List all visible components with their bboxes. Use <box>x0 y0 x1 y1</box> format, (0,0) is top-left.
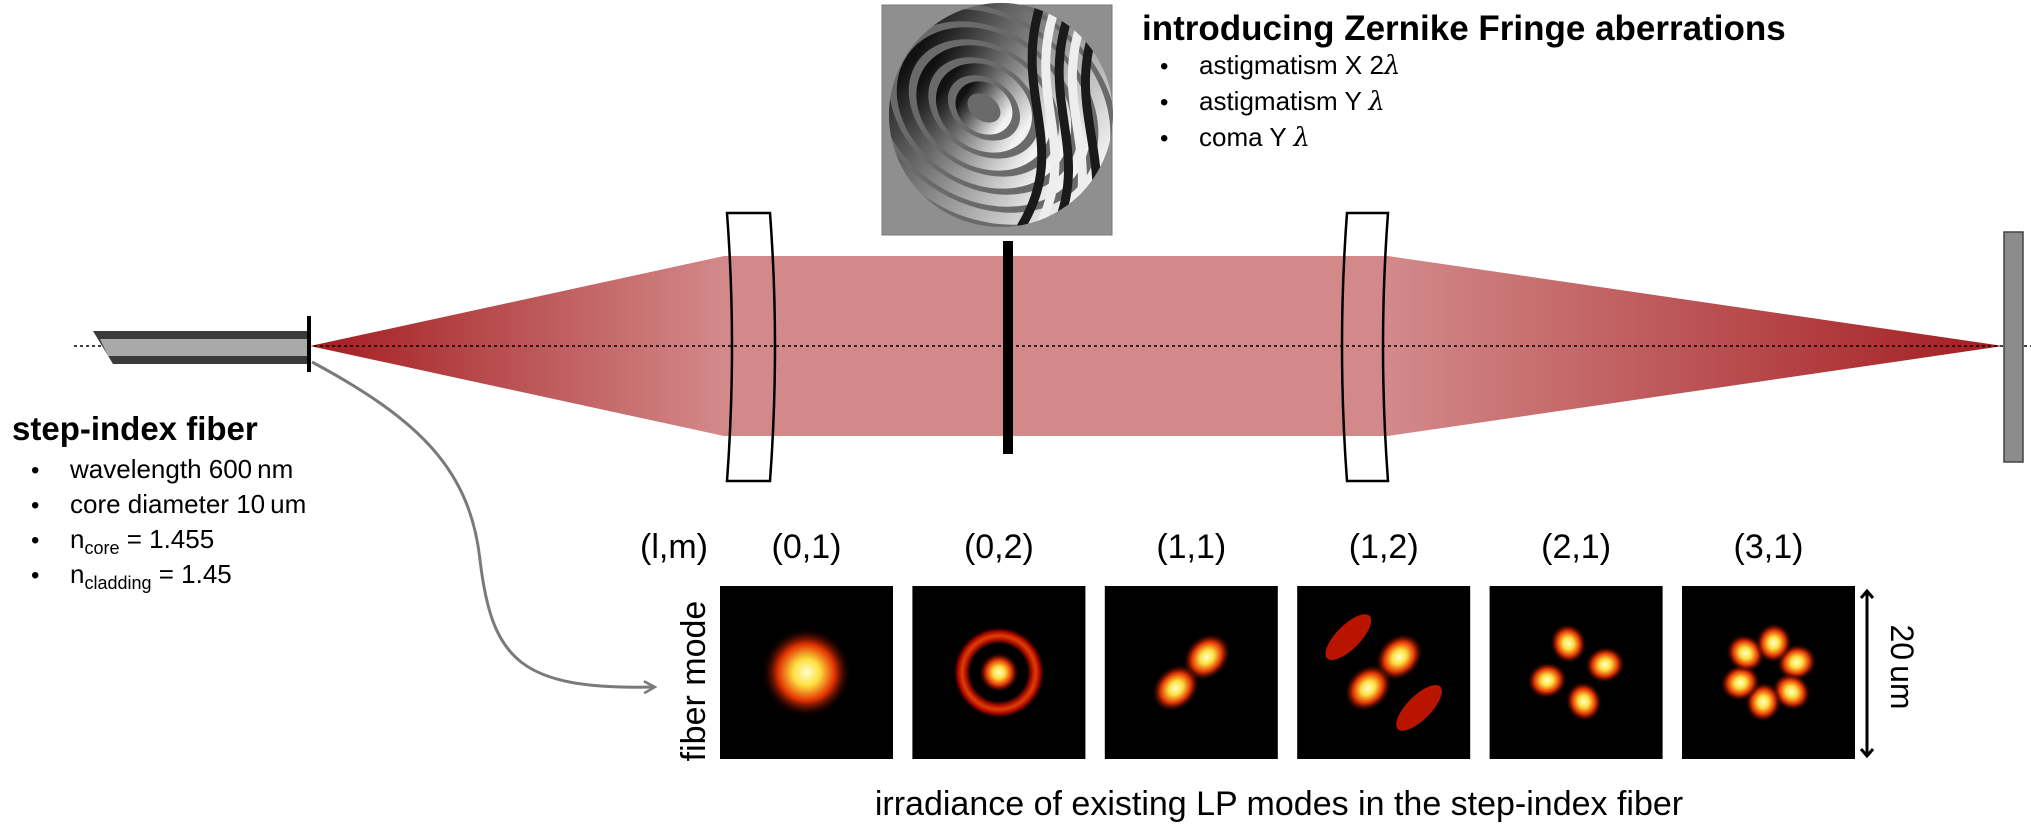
mode-lobe <box>1375 633 1423 681</box>
mode-lobe <box>1344 664 1392 712</box>
mode-panels <box>720 586 1855 759</box>
fiber-bullet: • <box>31 562 39 589</box>
scale-label: 20um <box>1884 624 1920 709</box>
mode-panel <box>720 586 893 759</box>
mode-label: (3,1) <box>1734 528 1804 566</box>
mode-outer-lobe <box>1325 614 1372 660</box>
detector-screen <box>2003 231 2024 463</box>
aberrations-title: introducing Zernike Fringe aberrations <box>1142 9 1786 48</box>
mode-panel <box>1104 586 1278 759</box>
mode-panel-background <box>1489 586 1663 759</box>
phase-fringe <box>1017 3 1047 227</box>
fiber-bullet: • <box>31 492 39 519</box>
fiber-title: step-index fiber <box>12 410 258 447</box>
phase-fringe <box>889 3 1111 225</box>
fiber-bullet: • <box>31 527 39 554</box>
fiber-n-core: ncore = 1.455 <box>70 524 214 558</box>
fiber-parameter-list: • wavelength 600 nm • core diameter 10 um … <box>31 454 306 593</box>
aberration-item-coma-y: coma Y λ <box>1199 122 1310 153</box>
mode-label: (1,2) <box>1349 528 1419 566</box>
fiber-n-cladding: ncladding = 1.45 <box>70 559 232 593</box>
fiber-bullet: • <box>31 457 39 484</box>
mode-lobe <box>1183 633 1231 681</box>
mode-lobe <box>1720 664 1761 702</box>
mode-lobe <box>1152 664 1200 712</box>
fiber-wavelength: wavelength 600 nm <box>69 454 293 484</box>
fiber-end <box>93 316 311 372</box>
mode-lobe <box>1550 623 1587 664</box>
diverging-beam <box>310 256 724 436</box>
collimating-lens <box>725 211 777 483</box>
mode-outer-lobe <box>1396 685 1442 731</box>
aberration-list: • astigmatism X 2λ • astigmatism Y λ • c… <box>1160 50 1400 153</box>
fiber-to-modes-arrow <box>311 360 654 687</box>
phase-fringe <box>1052 3 1078 227</box>
mode-panel-background <box>1682 586 1855 759</box>
mode-panel <box>912 586 1086 759</box>
mode-label: (2,1) <box>1541 528 1611 566</box>
aberration-bullet: • <box>1160 89 1168 116</box>
mode-lobe <box>978 652 1019 693</box>
aberration-bullet: • <box>1160 53 1168 80</box>
mode-lobe <box>1565 681 1603 722</box>
mode-lobe <box>1772 672 1811 711</box>
phase-fringe <box>1034 3 1062 227</box>
mode-lobe <box>1585 646 1625 683</box>
phase-fringe <box>935 63 1032 153</box>
focusing-lens <box>1340 211 1390 483</box>
aberration-phase-map <box>881 3 1113 236</box>
aberration-bullet: • <box>1160 125 1168 152</box>
phase-fringe <box>955 81 1013 135</box>
collimated-beam <box>724 256 1388 436</box>
mode-panel <box>1682 586 1855 759</box>
mode-panel <box>1297 586 1471 759</box>
mode-lobe <box>1755 623 1792 663</box>
aberration-item-astigmatism-y: astigmatism Y λ <box>1199 86 1385 117</box>
mode-panel <box>1489 586 1663 759</box>
mode-label: (1,1) <box>1156 528 1226 566</box>
fiber-core <box>100 339 308 356</box>
modes-caption: irradiance of existing LP modes in the s… <box>875 785 1683 823</box>
mode-label: (0,1) <box>772 528 842 566</box>
fiber-mode-row-label: fiber mode <box>675 601 713 762</box>
mode-index-label: (l,m) <box>640 528 708 566</box>
mode-lobe <box>1726 634 1765 673</box>
fiber-core-diameter: core diameter 10 um <box>70 489 306 519</box>
aberration-item-astigmatism-x: astigmatism X 2λ <box>1199 50 1400 81</box>
mode-lobe <box>1527 662 1567 699</box>
mode-lobe <box>762 628 851 717</box>
mode-labels: (0,1) (0,2) (1,1) (1,2) (2,1) (3,1) <box>772 528 1804 566</box>
mode-label: (0,2) <box>964 528 1034 566</box>
